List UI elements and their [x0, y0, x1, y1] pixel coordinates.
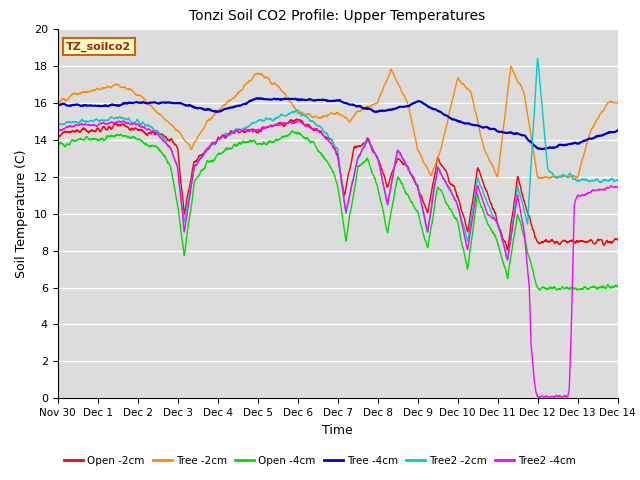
Open -2cm [83, 128, 90, 134]
Text: TZ_soilco2: TZ_soilco2 [66, 42, 131, 52]
Tree -4cm [538, 146, 545, 152]
Tree2 -2cm [598, 179, 605, 184]
Tree -4cm [598, 132, 605, 138]
Open -2cm [598, 238, 605, 243]
Tree2 -2cm [504, 257, 511, 263]
Line: Tree -2cm: Tree -2cm [58, 66, 618, 179]
Open -4cm [553, 287, 561, 293]
Open -2cm [54, 133, 61, 139]
Open -2cm [293, 116, 301, 122]
Title: Tonzi Soil CO2 Profile: Upper Temperatures: Tonzi Soil CO2 Profile: Upper Temperatur… [189, 10, 486, 24]
Open -4cm [326, 164, 334, 170]
Tree -4cm [312, 97, 319, 103]
Tree2 -4cm [312, 126, 319, 132]
Tree2 -2cm [495, 224, 502, 229]
Tree -2cm [311, 114, 319, 120]
Open -4cm [495, 243, 502, 249]
Tree2 -4cm [598, 187, 605, 192]
Tree -4cm [83, 103, 90, 108]
Open -2cm [326, 136, 334, 142]
Line: Tree2 -4cm: Tree2 -4cm [58, 120, 618, 397]
Line: Open -4cm: Open -4cm [58, 131, 618, 290]
Tree2 -4cm [54, 128, 61, 133]
Tree2 -2cm [534, 56, 541, 61]
Tree2 -2cm [326, 135, 333, 141]
Tree -4cm [54, 102, 61, 108]
Tree -4cm [495, 129, 502, 135]
Tree2 -4cm [614, 184, 621, 190]
Tree2 -4cm [598, 187, 605, 192]
Open -4cm [83, 134, 90, 140]
Tree -4cm [598, 132, 605, 138]
Tree2 -4cm [326, 139, 334, 145]
Tree -4cm [326, 98, 334, 104]
Open -4cm [598, 283, 605, 289]
Tree -2cm [495, 166, 502, 171]
Tree2 -2cm [311, 120, 319, 126]
Line: Open -2cm: Open -2cm [58, 119, 618, 250]
Open -2cm [495, 224, 502, 230]
Tree2 -2cm [614, 178, 621, 183]
Tree2 -4cm [294, 118, 302, 123]
Tree -2cm [598, 109, 605, 115]
Tree -2cm [83, 89, 90, 95]
Tree -2cm [54, 100, 61, 106]
Open -2cm [614, 237, 621, 243]
Tree2 -4cm [545, 395, 552, 400]
Tree2 -4cm [495, 225, 502, 230]
Open -4cm [312, 143, 319, 149]
Open -4cm [54, 143, 61, 149]
Tree2 -2cm [83, 118, 90, 123]
Legend: Open -2cm, Tree -2cm, Open -4cm, Tree -4cm, Tree2 -2cm, Tree2 -4cm: Open -2cm, Tree -2cm, Open -4cm, Tree -4… [60, 452, 580, 470]
Tree2 -2cm [598, 179, 605, 185]
X-axis label: Time: Time [322, 424, 353, 437]
Tree2 -2cm [54, 122, 61, 128]
Y-axis label: Soil Temperature (C): Soil Temperature (C) [15, 149, 28, 278]
Tree -4cm [253, 96, 260, 101]
Open -4cm [598, 284, 605, 289]
Tree -2cm [326, 111, 333, 117]
Tree2 -4cm [83, 122, 90, 128]
Open -2cm [504, 247, 511, 253]
Tree -2cm [614, 100, 621, 106]
Open -2cm [312, 127, 319, 132]
Tree -2cm [598, 109, 605, 115]
Open -4cm [614, 284, 621, 289]
Tree -2cm [507, 63, 515, 69]
Line: Tree2 -2cm: Tree2 -2cm [58, 59, 618, 260]
Open -4cm [289, 128, 297, 134]
Line: Tree -4cm: Tree -4cm [58, 98, 618, 149]
Tree -2cm [538, 176, 545, 181]
Tree -4cm [614, 128, 621, 133]
Open -2cm [598, 237, 605, 242]
